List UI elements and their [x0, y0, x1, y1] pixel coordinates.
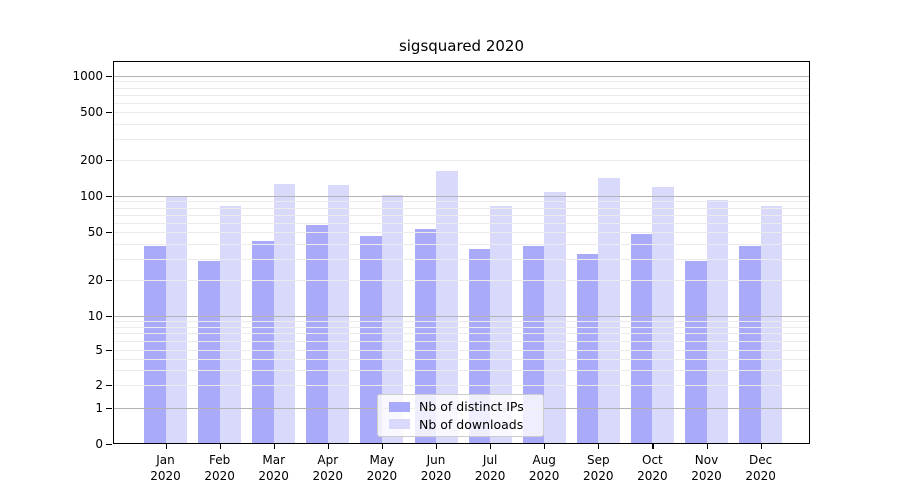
y-tick-label-200: 200 — [80, 152, 103, 167]
legend-item-downloads: Nb of downloads — [384, 417, 537, 432]
x-tick-label-aug: Aug 2020 — [528, 453, 560, 483]
gridline-200 — [113, 159, 810, 161]
bar-distinct-ips-sep — [576, 253, 599, 444]
x-tick-label-nov: Nov 2020 — [691, 453, 722, 483]
y-tick-mark — [106, 76, 112, 78]
x-tick-label-jun: Jun 2020 — [420, 453, 452, 483]
y-tick-mark — [106, 232, 112, 234]
x-tick-mark-sep — [598, 444, 600, 449]
bar-downloads-jul — [490, 206, 512, 444]
x-tick-label-dec: Dec 2020 — [745, 453, 776, 483]
bar-distinct-ips-nov — [685, 260, 707, 444]
bar-downloads-jan — [165, 196, 187, 444]
y-tick-mark — [106, 159, 112, 162]
gridline-40 — [113, 243, 810, 245]
y-tick-label-0: 0 — [95, 437, 103, 451]
bar-downloads-jun — [436, 170, 458, 444]
gridline-900 — [113, 81, 810, 83]
y-tick-mark — [106, 112, 112, 114]
x-tick-label-jan: Jan 2020 — [150, 453, 181, 483]
bar-distinct-ips-may — [360, 236, 382, 444]
x-tick-label-oct: Oct 2020 — [637, 453, 668, 483]
legend-label-distinct-ips: Nb of distinct IPs — [419, 399, 524, 415]
legend-swatch-distinct-ips — [389, 401, 410, 412]
bar-downloads-aug — [544, 192, 566, 444]
x-tick-mark-mar — [273, 444, 275, 449]
x-tick-label-may: May 2020 — [366, 453, 398, 483]
bar-distinct-ips-jan — [144, 246, 166, 444]
bar-distinct-ips-feb — [198, 260, 220, 444]
bar-distinct-ips-mar — [252, 241, 274, 444]
x-tick-label-jul: Jul 2020 — [474, 453, 506, 483]
x-tick-mark-feb — [219, 444, 221, 449]
legend-label-downloads: Nb of downloads — [419, 416, 524, 432]
gridline-60 — [113, 222, 810, 224]
bar-distinct-ips-oct — [630, 234, 653, 444]
x-tick-label-mar: Mar 2020 — [258, 453, 289, 483]
gridline-600 — [113, 102, 810, 104]
legend-item-distinct-ips: Nb of distinct IPs — [384, 399, 537, 414]
gridline-700 — [113, 94, 810, 96]
bar-distinct-ips-apr — [306, 225, 328, 444]
bar-downloads-dec — [760, 206, 783, 444]
bar-distinct-ips-dec — [739, 246, 761, 444]
bar-downloads-apr — [327, 184, 350, 444]
gridline-100 — [113, 196, 810, 197]
y-tick-mark — [106, 279, 112, 282]
x-tick-mark-jul — [490, 444, 492, 449]
gridline-50 — [113, 232, 810, 234]
y-tick-label-100: 100 — [80, 189, 103, 203]
bar-distinct-ips-jun — [414, 229, 436, 444]
y-tick-label-5: 5 — [95, 343, 103, 357]
legend-swatch-downloads — [389, 419, 410, 430]
x-tick-label-sep: Sep 2020 — [583, 453, 614, 483]
gridline-800 — [113, 87, 810, 89]
x-tick-mark-may — [381, 444, 384, 449]
x-tick-mark-jun — [436, 444, 438, 449]
y-tick-mark — [106, 408, 112, 410]
y-tick-label-20: 20 — [87, 272, 103, 287]
gridline-400 — [113, 123, 810, 125]
gridline-500 — [113, 112, 810, 114]
x-tick-mark-oct — [652, 444, 654, 449]
bar-downloads-nov — [706, 199, 728, 444]
bar-downloads-sep — [598, 178, 620, 444]
gridline-70 — [113, 214, 810, 216]
y-tick-label-500: 500 — [80, 105, 103, 120]
x-tick-mark-aug — [544, 444, 546, 449]
chart-title: sigsquared 2020 — [398, 37, 525, 55]
gridline-1000 — [113, 76, 810, 77]
y-tick-mark — [106, 385, 112, 387]
gridline-90 — [113, 201, 810, 203]
y-tick-mark — [106, 350, 112, 352]
x-tick-label-feb: Feb 2020 — [204, 453, 235, 483]
bar-downloads-oct — [652, 187, 674, 444]
y-tick-label-50: 50 — [87, 225, 103, 240]
x-tick-label-apr: Apr 2020 — [312, 453, 344, 483]
gridline-300 — [113, 138, 810, 140]
bar-downloads-may — [381, 194, 404, 444]
y-tick-mark — [106, 196, 112, 198]
y-tick-mark — [106, 444, 112, 446]
y-tick-label-2: 2 — [95, 378, 103, 392]
x-tick-mark-apr — [327, 444, 329, 449]
y-tick-mark — [106, 316, 112, 318]
bar-downloads-feb — [219, 205, 242, 444]
y-tick-label-10: 10 — [87, 309, 103, 323]
gridline-80 — [113, 207, 810, 209]
bar-downloads-mar — [273, 184, 296, 444]
x-tick-mark-nov — [706, 444, 708, 449]
plot-area — [113, 61, 810, 444]
y-tick-label-1: 1 — [95, 401, 103, 415]
legend: Nb of distinct IPs Nb of downloads — [377, 394, 544, 437]
x-tick-mark-dec — [760, 444, 762, 449]
x-tick-mark-jan — [165, 444, 167, 449]
y-tick-label-1000: 1000 — [72, 69, 103, 83]
